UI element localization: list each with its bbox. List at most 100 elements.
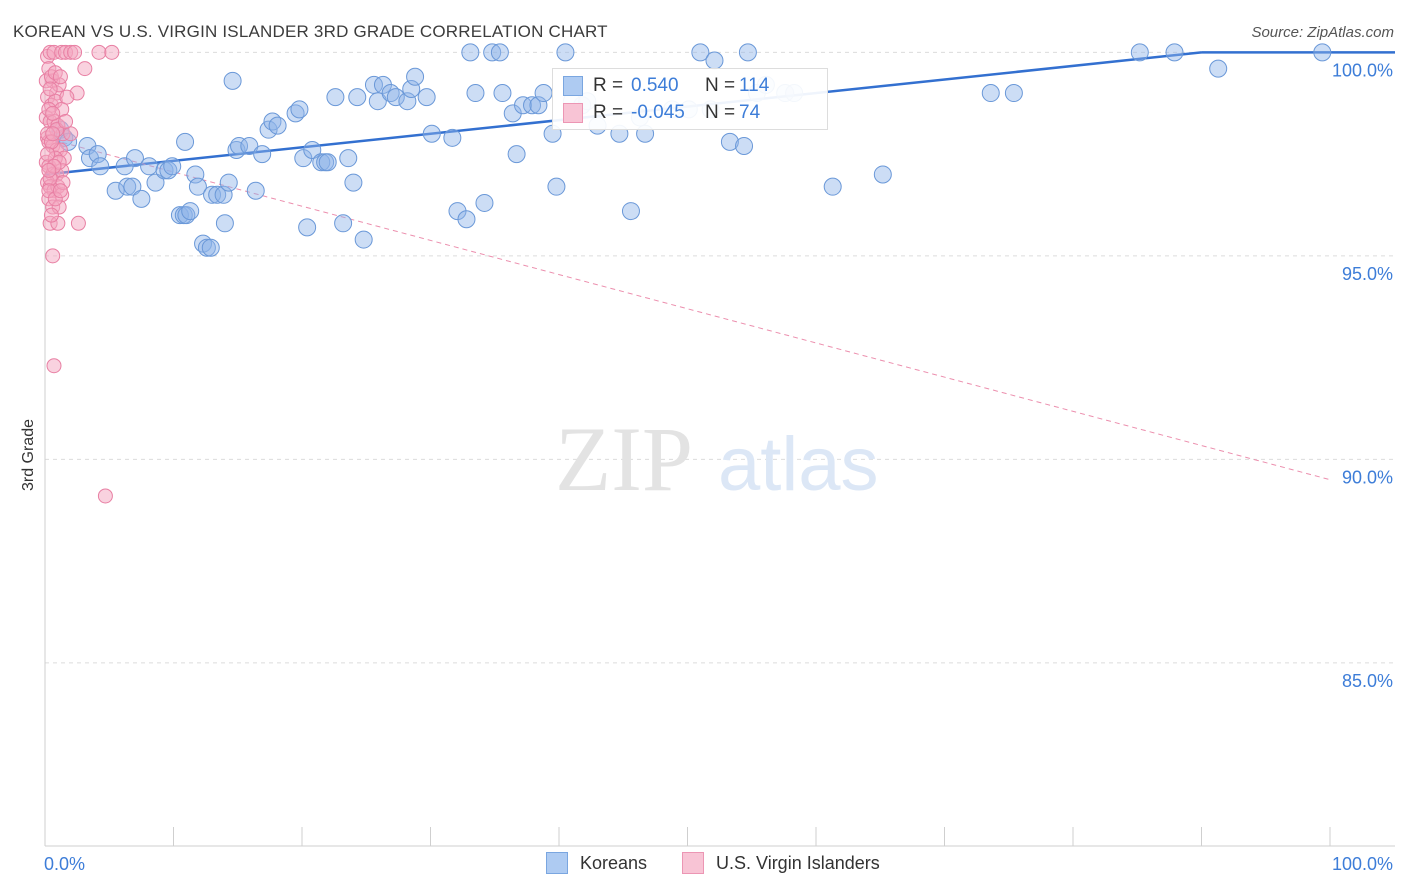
- legend-row-virgin-islanders: R = -0.045 N = 74: [563, 101, 760, 125]
- korean-point: [132, 189, 151, 208]
- y-tick-label: 95.0%: [1342, 264, 1393, 284]
- korean-point: [547, 177, 566, 196]
- korean-point: [246, 181, 265, 200]
- legend-swatch-virgin-islanders: [682, 852, 704, 874]
- korean-point: [406, 67, 425, 86]
- korean-point: [386, 88, 405, 107]
- korean-point: [475, 193, 494, 212]
- korean-point: [738, 43, 757, 62]
- korean-point: [1130, 43, 1149, 62]
- korean-point: [823, 177, 842, 196]
- korean-point: [334, 214, 353, 233]
- legend-swatch-koreans: [546, 852, 568, 874]
- legend-item-virgin-islanders[interactable]: U.S. Virgin Islanders: [682, 852, 880, 874]
- virgin-islander-point: [43, 207, 59, 223]
- virgin-islander-point: [104, 44, 120, 60]
- korean-point: [208, 185, 227, 204]
- legend-label-virgin-islanders: U.S. Virgin Islanders: [716, 852, 880, 873]
- korean-point: [318, 153, 337, 172]
- korean-point: [290, 100, 309, 119]
- legend-swatch-koreans: [563, 76, 583, 96]
- korean-point: [621, 202, 640, 221]
- korean-point: [981, 84, 1000, 103]
- korean-point: [201, 238, 220, 257]
- korean-point: [298, 218, 317, 237]
- korean-point: [534, 84, 553, 103]
- korean-point: [493, 84, 512, 103]
- legend-r-label: R =: [593, 102, 624, 123]
- korean-point: [691, 43, 710, 62]
- source-credit: Source: ZipAtlas.com: [1251, 24, 1394, 41]
- korean-point: [873, 165, 892, 184]
- korean-point: [348, 88, 367, 107]
- tick-labels: 100.0% 95.0% 90.0% 85.0% 0.0% 100.0%: [44, 60, 1393, 874]
- korean-point: [483, 43, 502, 62]
- korean-point: [735, 136, 754, 155]
- korean-point: [219, 173, 238, 192]
- legend-r-value: 0.540: [631, 75, 679, 96]
- x-tick-label-left: 0.0%: [44, 854, 85, 874]
- korean-point: [140, 157, 159, 176]
- korean-point: [188, 177, 207, 196]
- korean-point: [402, 79, 421, 98]
- korean-point: [443, 128, 462, 147]
- korean-point: [176, 132, 195, 151]
- virgin-islander-point: [45, 248, 61, 264]
- korean-point: [398, 92, 417, 111]
- virgin-islander-point: [52, 69, 68, 85]
- watermark-atlas: atlas: [718, 422, 879, 507]
- korean-point: [118, 177, 137, 196]
- korean-point: [354, 230, 373, 249]
- korean-point: [268, 116, 287, 135]
- korean-point: [146, 173, 165, 192]
- korean-point: [490, 43, 509, 62]
- korean-point: [253, 145, 272, 164]
- korean-point: [457, 210, 476, 229]
- korean-point: [1165, 43, 1184, 62]
- korean-point: [1209, 59, 1228, 78]
- legend-r-label: R =: [593, 75, 624, 96]
- virgin-islander-point: [52, 183, 68, 199]
- watermark-zip: ZIP: [555, 408, 693, 510]
- korean-point: [556, 43, 575, 62]
- legend-swatch-virgin-islanders: [563, 103, 583, 123]
- korean-point: [106, 181, 125, 200]
- virgin-islander-trend-line: [44, 137, 1331, 481]
- watermark: ZIP atlas: [555, 408, 879, 510]
- korean-point: [523, 96, 542, 115]
- korean-point: [422, 124, 441, 143]
- korean-point: [223, 71, 242, 90]
- virgin-islander-point: [42, 81, 58, 97]
- korean-point: [339, 149, 358, 168]
- virgin-islander-point: [70, 215, 86, 231]
- korean-point: [170, 206, 189, 225]
- korean-point: [123, 177, 142, 196]
- virgin-islander-point: [45, 105, 61, 121]
- virgin-islander-point: [77, 61, 93, 77]
- gridlines: [45, 51, 1395, 664]
- korean-point: [417, 88, 436, 107]
- korean-point: [705, 51, 724, 70]
- y-tick-label: 90.0%: [1342, 467, 1393, 487]
- korean-point: [326, 88, 345, 107]
- legend-r-value: -0.045: [631, 102, 685, 123]
- virgin-islander-point: [67, 44, 83, 60]
- korean-point: [461, 43, 480, 62]
- korean-point: [1004, 84, 1023, 103]
- legend-n-label: N =: [705, 102, 736, 123]
- x-tick-label-right: 100.0%: [1332, 854, 1393, 874]
- legend-item-koreans[interactable]: Koreans: [546, 852, 647, 874]
- legend-label-koreans: Koreans: [580, 852, 648, 873]
- korean-point: [303, 141, 322, 160]
- korean-point: [344, 173, 363, 192]
- y-axis-label: 3rd Grade: [20, 418, 37, 492]
- y-tick-label: 100.0%: [1332, 60, 1393, 80]
- korean-point: [125, 149, 144, 168]
- legend-row-koreans: R = 0.540 N = 114: [563, 74, 769, 98]
- virgin-islander-point: [41, 162, 57, 178]
- legend-n-value: 74: [739, 102, 761, 123]
- korean-point: [230, 136, 249, 155]
- chart-title: KOREAN VS U.S. VIRGIN ISLANDER 3RD GRADE…: [13, 22, 608, 41]
- virgin-islander-point: [46, 358, 62, 374]
- virgin-islander-point: [59, 89, 75, 105]
